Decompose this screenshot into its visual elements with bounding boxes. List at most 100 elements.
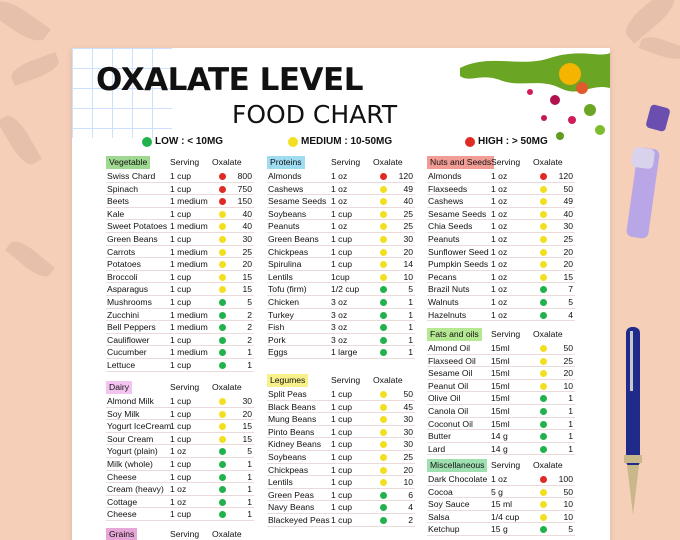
section-header: Dairy Serving Oxalate [106, 381, 254, 394]
medium-level-dot-icon [380, 198, 387, 206]
serving-size: 1 cup [331, 489, 353, 500]
food-name: Canola Oil [428, 405, 469, 416]
food-name: Potatoes [107, 259, 141, 270]
medium-level-dot-icon [380, 453, 387, 461]
medium-level-dot-icon [540, 223, 547, 231]
food-name: Flaxseed Oil [428, 355, 476, 366]
food-name: Peanuts [268, 221, 300, 232]
medium-level-dot-icon [540, 235, 547, 243]
serving-size: 1 cup [331, 464, 353, 475]
oxalate-value: 30 [242, 233, 252, 244]
food-name: Chickpeas [268, 246, 309, 257]
oxalate-value: 15 [242, 421, 252, 432]
serving-size: 15ml [491, 368, 510, 379]
serving-size: 1 cup [170, 408, 192, 419]
medium-level-dot-icon [540, 273, 547, 281]
fountain-pen-image [624, 327, 642, 515]
table-row: Peanuts 1 oz 25 [267, 220, 415, 233]
low-level-dot-icon [380, 311, 387, 319]
table-row: Pork 3 oz 1 [267, 334, 415, 347]
oxalate-value: 20 [563, 246, 573, 257]
leaf-shadow-decoration [8, 51, 62, 87]
table-row: Yogurt IceCream 1 cup 15 [106, 420, 254, 433]
table-row: Cauliflower 1 cup 2 [106, 334, 254, 347]
serving-header: Serving [170, 529, 200, 539]
medium-level-dot-icon [540, 501, 547, 509]
serving-size: 1 cup [170, 433, 192, 444]
category-label: Dairy [106, 381, 133, 394]
table-row: Beets 1 medium 150 [106, 195, 254, 208]
serving-header: Serving [491, 329, 521, 339]
table-row: Soybeans 1 cup 25 [267, 208, 415, 221]
food-name: Cucumber [107, 347, 147, 358]
oxalate-value: 25 [563, 233, 573, 244]
serving-size: 1 oz [491, 296, 508, 307]
serving-size: 1 cup [331, 389, 353, 399]
table-row: Cashews 1 oz 49 [267, 183, 415, 196]
table-row: Black Beans 1 cup 45 [267, 401, 415, 414]
food-name: Soy Sauce [428, 499, 470, 510]
low-level-dot-icon [540, 433, 547, 441]
oxalate-value: 20 [242, 408, 252, 419]
veggie-splash-decoration [460, 53, 610, 140]
medium-level-dot-icon [219, 223, 226, 231]
serving-size: 1 cup [331, 426, 353, 437]
food-name: Pumpkin Seeds [428, 259, 489, 270]
oxalate-value: 20 [563, 259, 573, 270]
food-name: Cashews [268, 183, 304, 194]
oxalate-header: Oxalate [212, 157, 242, 167]
table-row: Lentils 1 cup 10 [267, 476, 415, 489]
low-level-dot-icon [219, 349, 226, 357]
medium-level-dot-icon [540, 198, 547, 206]
legend-low: LOW : < 10MG [142, 136, 223, 147]
medium-level-dot-icon [380, 248, 387, 256]
table-row: Peanuts 1 oz 25 [427, 233, 575, 246]
table-row: Soy Milk 1 cup 20 [106, 408, 254, 421]
serving-size: 1 medium [170, 196, 208, 207]
oxalate-value: 4 [568, 309, 573, 320]
table-row: Lentils 1cup 10 [267, 271, 415, 284]
food-name: Black Beans [268, 401, 316, 412]
food-name: Spirulina [268, 259, 302, 270]
table-row: Yogurt (plain) 1 oz 5 [106, 445, 254, 458]
medium-level-dot-icon [540, 210, 547, 218]
serving-size: 1 medium [170, 347, 208, 358]
leaf-shadow-decoration [5, 236, 55, 282]
medium-level-dot-icon [380, 441, 387, 449]
food-name: Butter [428, 431, 451, 442]
serving-size: 1 oz [491, 246, 508, 257]
section-header: Nuts and Seeds Serving Oxalate [427, 156, 575, 169]
oxalate-value: 20 [403, 464, 413, 475]
low-level-dot-icon [540, 526, 547, 534]
table-row: Almond Oil 15ml 50 [427, 342, 575, 355]
medium-level-dot-icon [540, 370, 547, 378]
medium-level-dot-icon [380, 391, 387, 398]
table-row: Swiss Chard 1 cup 800 [106, 170, 254, 183]
table-row: Mung Beans 1 cup 30 [267, 413, 415, 426]
low-level-dot-icon [540, 286, 547, 294]
food-name: Cauliflower [107, 334, 150, 345]
medium-level-dot-icon [380, 261, 387, 269]
oxalate-header: Oxalate [533, 157, 563, 167]
table-row: Pinto Beans 1 cup 30 [267, 426, 415, 439]
serving-size: 3 oz [331, 296, 348, 307]
table-row: Spinach 1 cup 750 [106, 183, 254, 196]
oxalate-value: 15 [242, 271, 252, 282]
legend-medium: MEDIUM : 10-50MG [288, 136, 392, 147]
red-dot-icon [465, 136, 475, 147]
table-row: Tofu (firm) 1/2 cup 5 [267, 283, 415, 296]
oxalate-value: 40 [242, 208, 252, 219]
low-level-dot-icon [540, 395, 547, 403]
table-row: Salsa 1/4 cup 10 [427, 511, 575, 524]
oxalate-value: 30 [403, 414, 413, 425]
food-name: Sour Cream [107, 433, 154, 444]
food-name: Peanuts [428, 233, 460, 244]
table-row: Chia Seeds 1 oz 30 [427, 220, 575, 233]
medium-level-dot-icon [540, 357, 547, 365]
food-name: Walnuts [428, 296, 459, 307]
food-name: Sweet Potatoes [107, 221, 168, 232]
table-row: Cheese 1 cup 1 [106, 471, 254, 484]
table-row: Green Beans 1 cup 30 [267, 233, 415, 246]
oxalate-value: 1 [247, 458, 252, 469]
table-row: Kale 1 cup 40 [106, 208, 254, 221]
